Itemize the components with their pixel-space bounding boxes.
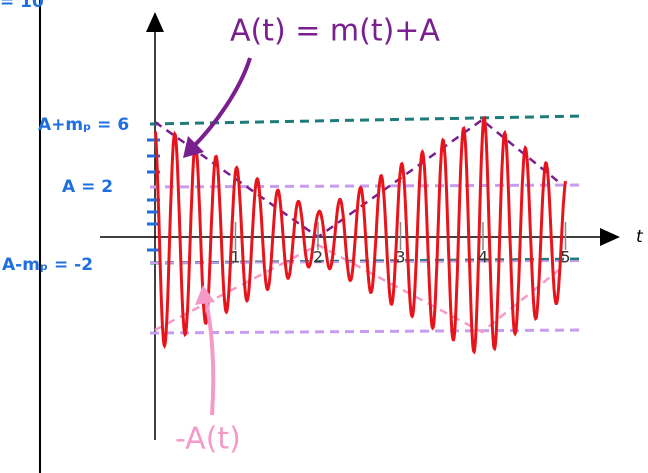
tick-label: 3 xyxy=(395,248,405,267)
y-arrow xyxy=(146,12,164,32)
mid-level xyxy=(149,183,586,189)
t-arrow xyxy=(600,228,620,246)
level-bottom-label: A-mₚ = -2 xyxy=(2,255,93,275)
top-level xyxy=(149,114,586,126)
title-arrowhead xyxy=(183,136,204,158)
lower-level xyxy=(149,328,586,335)
lower-label: -A(t) xyxy=(175,422,241,457)
tick-label: 4 xyxy=(478,248,488,267)
level-mid-label: A = 2 xyxy=(62,177,113,197)
level-top-label: A+mₚ = 6 xyxy=(38,115,129,135)
modulated-signal xyxy=(154,115,567,355)
lower-arrowhead xyxy=(195,285,215,305)
axis-label: t xyxy=(636,227,644,247)
title: A(t) = m(t)+A xyxy=(230,14,440,49)
tick-label: 1 xyxy=(230,248,240,267)
tick-label: 5 xyxy=(560,248,570,267)
tick-label: 2 xyxy=(313,248,323,267)
corner-label: = 10 xyxy=(0,0,44,12)
lower-arrow xyxy=(204,299,216,416)
neg-envelope xyxy=(154,243,566,334)
title-arrow xyxy=(190,57,252,150)
